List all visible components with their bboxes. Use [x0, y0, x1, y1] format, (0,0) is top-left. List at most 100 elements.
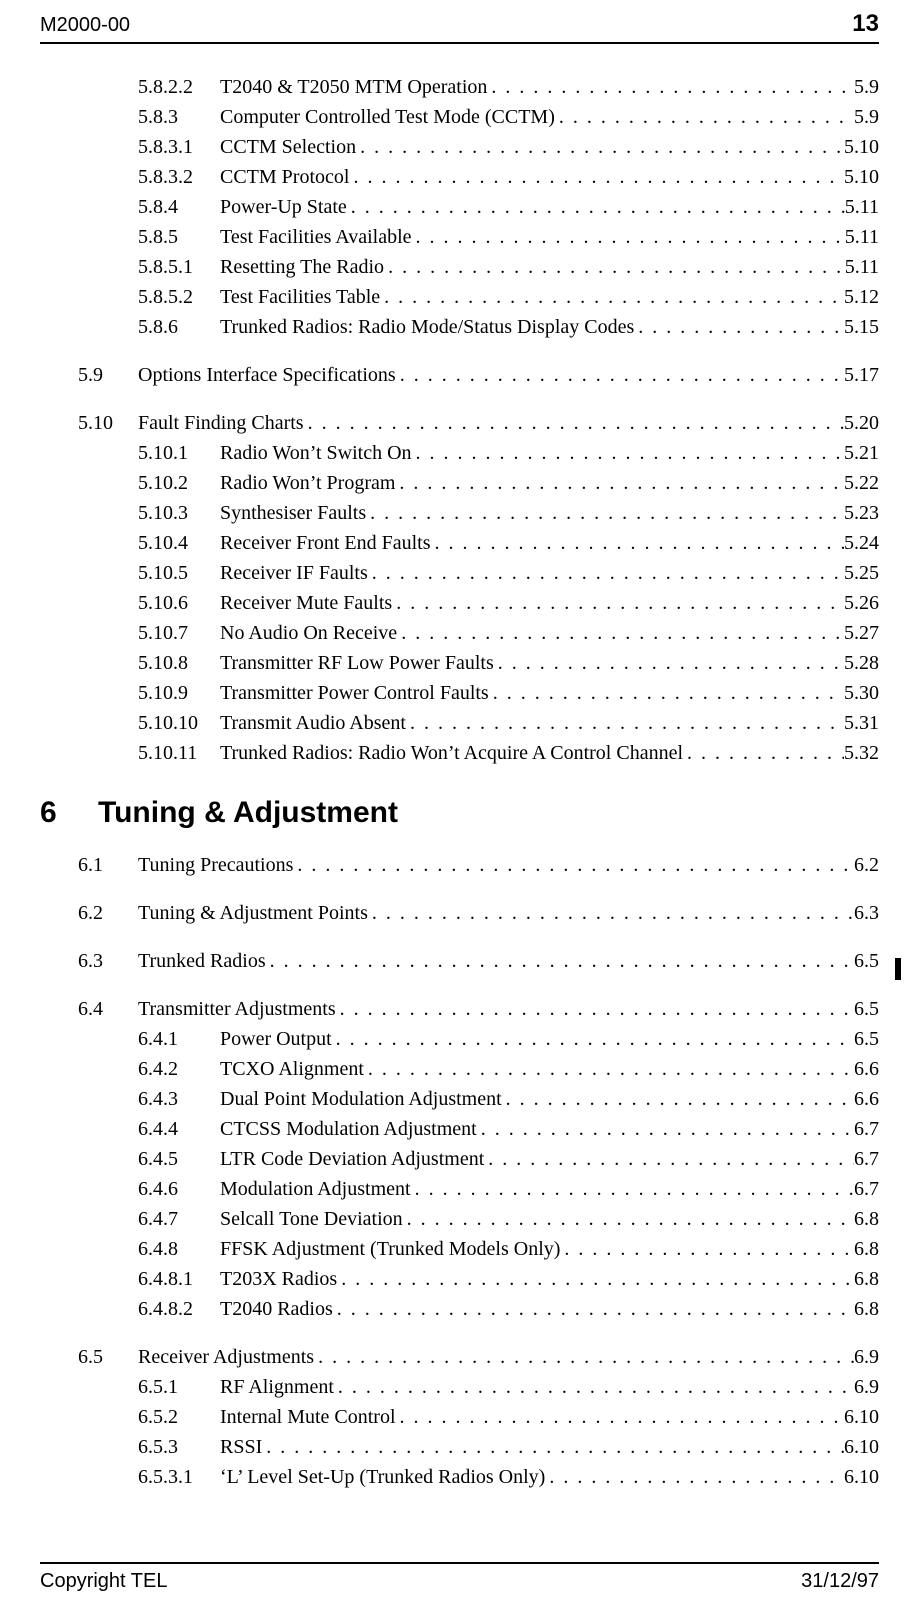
toc-section-title: Power-Up State — [220, 194, 347, 220]
toc-entry: 6.2Tuning & Adjustment Points6.3 — [40, 900, 879, 926]
toc-section-title: ‘L’ Level Set-Up (Trunked Radios Only) — [220, 1464, 545, 1490]
toc-entry: 5.10Fault Finding Charts5.20 — [40, 410, 879, 436]
toc-page-ref: 5.31 — [844, 710, 879, 736]
toc-section-number: 5.8.3.2 — [138, 164, 220, 190]
toc-entry: 6.4.8.1T203X Radios6.8 — [40, 1266, 879, 1292]
toc-page-ref: 5.28 — [844, 650, 879, 676]
toc-section-number: 5.10.3 — [138, 500, 220, 526]
toc-section-title: Radio Won’t Program — [220, 470, 395, 496]
toc-leader-dots — [555, 104, 854, 130]
toc-entry: 5.8.3.2CCTM Protocol5.10 — [40, 164, 879, 190]
toc-page-ref: 6.3 — [854, 900, 879, 926]
copyright-text: Copyright TEL — [40, 1570, 167, 1593]
toc-entry: 5.8.3.1CCTM Selection5.10 — [40, 134, 879, 160]
toc-leader-dots — [304, 410, 844, 436]
toc-leader-dots — [396, 362, 844, 388]
toc-page-ref: 6.9 — [854, 1374, 879, 1400]
toc-section-number: 6.4.6 — [138, 1176, 220, 1202]
toc-leader-dots — [336, 996, 854, 1022]
toc-section-number: 6.5.1 — [138, 1374, 220, 1400]
toc-leader-dots — [431, 530, 844, 556]
toc-leader-dots — [477, 1116, 854, 1142]
toc-page-ref: 6.8 — [854, 1266, 879, 1292]
toc-section-number: 5.10.5 — [138, 560, 220, 586]
toc-page-ref: 6.8 — [854, 1236, 879, 1262]
toc-section-title: Tuning & Adjustment Points — [138, 900, 368, 926]
toc-section-title: T2040 Radios — [220, 1296, 333, 1322]
toc-entry: 5.9Options Interface Specifications5.17 — [40, 362, 879, 388]
toc-section-title: Dual Point Modulation Adjustment — [220, 1086, 502, 1112]
chapter-number: 6 — [40, 796, 98, 830]
toc-page-ref: 6.7 — [854, 1176, 879, 1202]
toc-spacer — [40, 930, 879, 948]
toc-page-ref: 6.10 — [844, 1404, 879, 1430]
toc-section-number: 5.8.5.1 — [138, 254, 220, 280]
toc-section-title: No Audio On Receive — [220, 620, 397, 646]
toc-section-title: Trunked Radios: Radio Mode/Status Displa… — [220, 314, 634, 340]
toc-page-ref: 5.11 — [845, 254, 879, 280]
toc-section-title: Test Facilities Table — [220, 284, 380, 310]
toc-section-title: T203X Radios — [220, 1266, 337, 1292]
toc-section-number: 5.10.7 — [138, 620, 220, 646]
toc-leader-dots — [364, 1056, 854, 1082]
toc-page-ref: 6.7 — [854, 1146, 879, 1172]
toc-leader-dots — [412, 440, 844, 466]
toc-entry: 6.4.5LTR Code Deviation Adjustment6.7 — [40, 1146, 879, 1172]
toc-section-title: Options Interface Specifications — [138, 362, 396, 388]
toc-section-title: Internal Mute Control — [220, 1404, 396, 1430]
toc-page-ref: 5.24 — [844, 530, 879, 556]
toc-section-number: 5.10.8 — [138, 650, 220, 676]
toc-section-title: RF Alignment — [220, 1374, 334, 1400]
doc-id: M2000-00 — [40, 14, 130, 37]
toc-entry: 5.8.2.2T2040 & T2050 MTM Operation5.9 — [40, 74, 879, 100]
toc-section-number: 6.4.8 — [138, 1236, 220, 1262]
toc-entry: 6.3Trunked Radios6.5 — [40, 948, 879, 974]
toc-leader-dots — [262, 1434, 844, 1460]
toc-section-title: Modulation Adjustment — [220, 1176, 411, 1202]
toc-page-ref: 6.8 — [854, 1206, 879, 1232]
toc-entry: 6.4.1Power Output6.5 — [40, 1026, 879, 1052]
toc-leader-dots — [347, 194, 845, 220]
toc-entry: 5.10.11Trunked Radios: Radio Won’t Acqui… — [40, 740, 879, 766]
toc-leader-dots — [392, 590, 844, 616]
toc-leader-dots — [397, 620, 844, 646]
toc-leader-dots — [489, 680, 844, 706]
toc-page-ref: 6.10 — [844, 1464, 879, 1490]
toc-page-ref: 6.5 — [854, 996, 879, 1022]
toc-page-ref: 6.5 — [854, 948, 879, 974]
toc-section-number: 5.10.10 — [138, 710, 220, 736]
page-header: M2000-00 13 — [40, 0, 879, 44]
toc-page-ref: 6.9 — [854, 1344, 879, 1370]
toc-section-number: 5.8.3 — [138, 104, 220, 130]
toc-section-number: 5.10.2 — [138, 470, 220, 496]
toc-leader-dots — [560, 1236, 854, 1262]
toc-entry: 6.4.8FFSK Adjustment (Trunked Models Onl… — [40, 1236, 879, 1262]
revision-mark — [895, 958, 901, 980]
toc-section-number: 5.9 — [78, 362, 138, 388]
toc-entry: 6.4.3Dual Point Modulation Adjustment6.6 — [40, 1086, 879, 1112]
toc-leader-dots — [314, 1344, 854, 1370]
toc-leader-dots — [366, 500, 844, 526]
toc-section-number: 5.10.11 — [138, 740, 220, 766]
toc-entry: 5.8.6Trunked Radios: Radio Mode/Status D… — [40, 314, 879, 340]
toc-section-number: 5.10.4 — [138, 530, 220, 556]
toc-page-ref: 6.10 — [844, 1434, 879, 1460]
toc-section-title: Trunked Radios — [138, 948, 266, 974]
toc-entry: 5.10.6Receiver Mute Faults5.26 — [40, 590, 879, 616]
toc-leader-dots — [293, 852, 854, 878]
toc-page-ref: 5.26 — [844, 590, 879, 616]
toc-leader-dots — [334, 1374, 854, 1400]
toc-leader-dots — [368, 900, 854, 926]
toc-page-ref: 5.9 — [854, 104, 879, 130]
toc-entry: 5.10.8Transmitter RF Low Power Faults5.2… — [40, 650, 879, 676]
toc-entry: 5.10.3Synthesiser Faults5.23 — [40, 500, 879, 526]
toc-section-number: 6.1 — [78, 852, 138, 878]
toc-section-number: 5.8.3.1 — [138, 134, 220, 160]
toc-section-title: Computer Controlled Test Mode (CCTM) — [220, 104, 555, 130]
toc-section-title: T2040 & T2050 MTM Operation — [220, 74, 487, 100]
toc-leader-dots — [356, 134, 844, 160]
toc-section-title: RSSI — [220, 1434, 262, 1460]
toc-leader-dots — [395, 470, 844, 496]
toc-entry: 5.10.1Radio Won’t Switch On5.21 — [40, 440, 879, 466]
toc-entry: 5.8.5.2Test Facilities Table5.12 — [40, 284, 879, 310]
